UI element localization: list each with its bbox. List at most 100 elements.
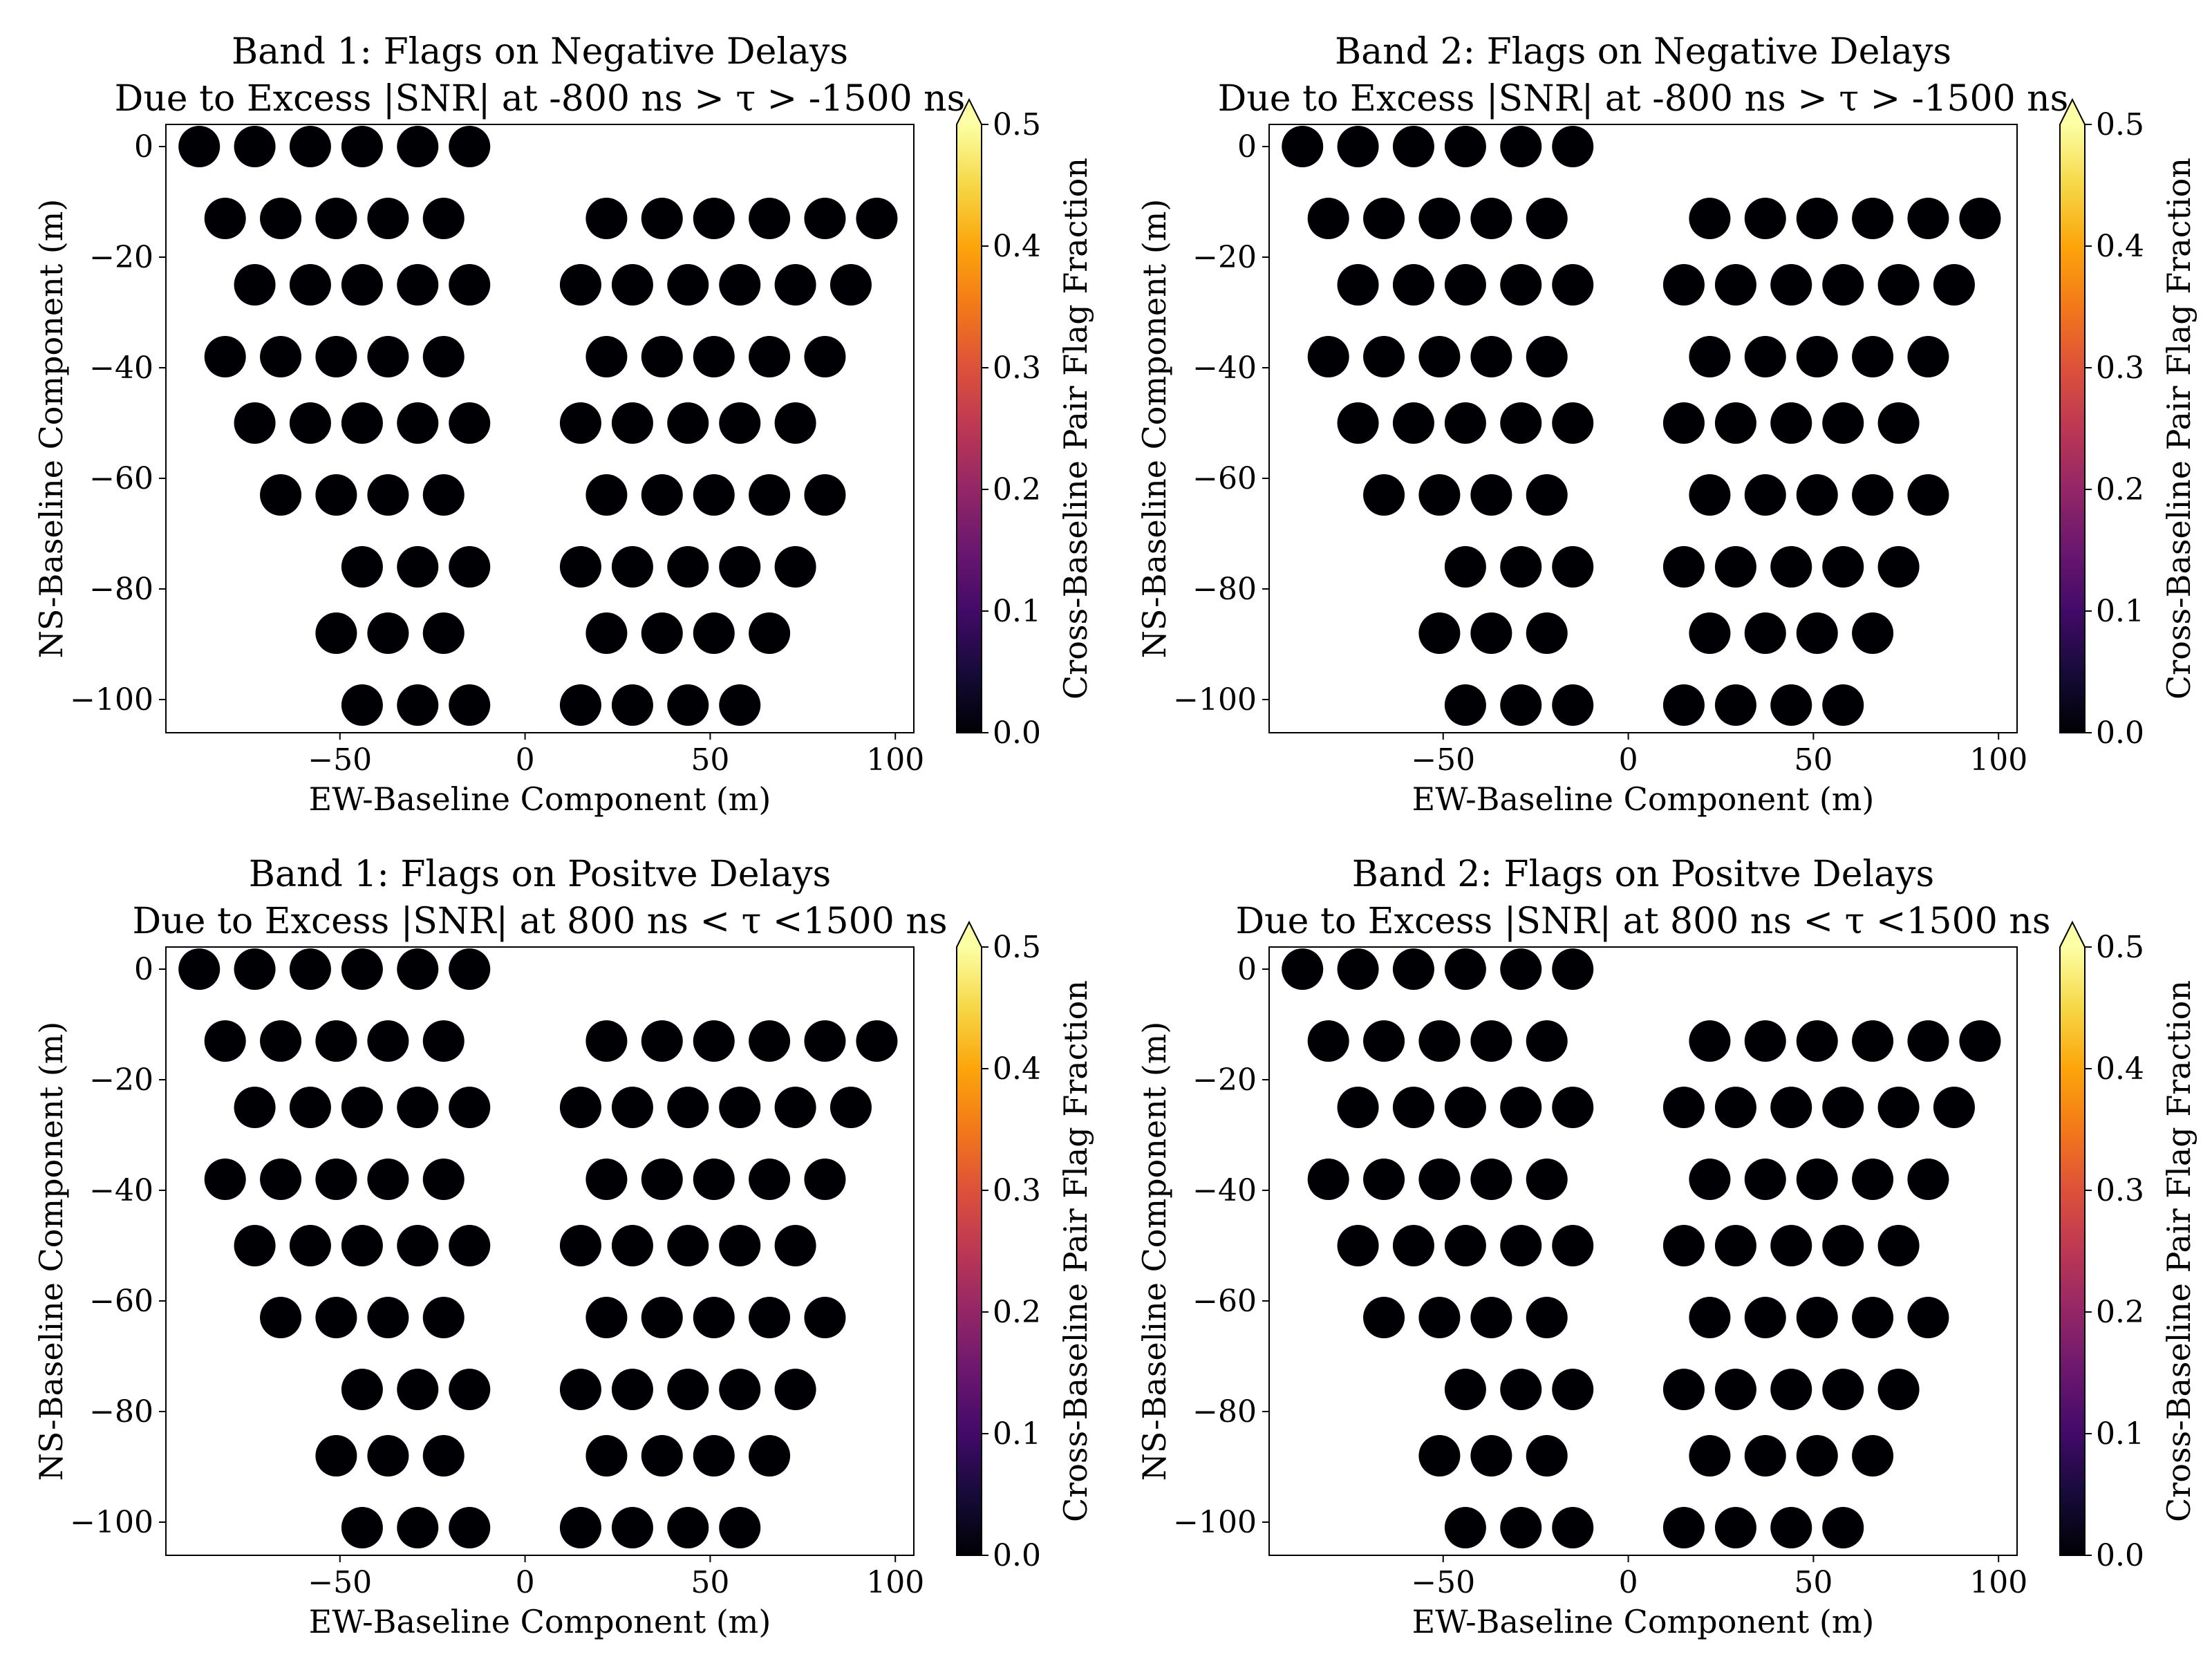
data-point: [397, 684, 439, 726]
data-point: [1444, 546, 1486, 588]
data-point: [1392, 126, 1434, 167]
colorbar-tick-label: 0.1: [993, 594, 1041, 629]
data-point: [1470, 1159, 1512, 1200]
y-axis-label: NS-Baseline Component (m): [32, 199, 70, 659]
colorbar-tick-label: 0.5: [2096, 107, 2144, 142]
data-point: [260, 1020, 302, 1062]
data-point: [1852, 198, 1894, 239]
data-point: [693, 1297, 735, 1338]
y-tick-label: −40: [1192, 350, 1257, 386]
y-tick-label: 0: [134, 952, 153, 987]
x-tick-label: −50: [308, 1565, 372, 1600]
data-point: [1500, 684, 1542, 726]
data-points: [1282, 126, 2001, 726]
y-tick-label: −80: [89, 572, 153, 607]
data-point: [774, 402, 816, 444]
data-point: [1796, 1435, 1838, 1477]
data-point: [315, 1159, 357, 1200]
y-tick-label: −40: [89, 1173, 153, 1208]
data-point: [1363, 198, 1405, 239]
data-point: [719, 402, 761, 444]
colorbar-tick-label: 0.5: [993, 107, 1041, 142]
data-point: [234, 1087, 276, 1128]
data-point: [1552, 546, 1594, 588]
x-tick-label: −50: [308, 742, 372, 778]
data-point: [397, 402, 439, 444]
data-point: [1307, 1159, 1349, 1200]
colorbar-tick-label: 0.3: [2096, 1173, 2144, 1208]
data-point: [1392, 948, 1434, 990]
data-point: [1526, 1159, 1568, 1200]
data-point: [1470, 198, 1512, 239]
y-axis-label: NS-Baseline Component (m): [32, 1022, 70, 1481]
data-point: [1770, 684, 1812, 726]
data-point: [856, 1020, 898, 1062]
x-tick-label: 50: [1794, 742, 1833, 778]
data-point: [1689, 1297, 1731, 1338]
colorbar-tick-label: 0.0: [993, 1538, 1041, 1573]
data-point: [1662, 1087, 1705, 1128]
data-point: [830, 1087, 872, 1128]
colorbar-tick-label: 0.3: [993, 350, 1041, 386]
data-point: [1662, 264, 1705, 306]
y-tick-label: 0: [1237, 129, 1257, 165]
data-point: [1552, 264, 1594, 306]
data-point: [449, 402, 491, 444]
y-tick-label: −100: [70, 682, 153, 718]
data-point: [774, 546, 816, 588]
data-point: [1307, 336, 1349, 377]
data-point: [367, 1297, 409, 1338]
data-point: [341, 402, 383, 444]
data-point: [1392, 264, 1434, 306]
data-point: [774, 264, 816, 306]
data-point: [1500, 1225, 1542, 1266]
colorbar-label: Cross-Baseline Pair Flag Fraction: [1057, 980, 1094, 1522]
y-tick-label: −60: [89, 1284, 153, 1319]
data-point: [1282, 126, 1324, 167]
data-point: [1526, 612, 1568, 654]
data-point: [397, 126, 439, 167]
data-point: [1822, 546, 1864, 588]
data-point: [422, 1020, 465, 1062]
data-point: [1852, 612, 1894, 654]
data-point: [830, 264, 872, 306]
y-tick-label: −80: [1192, 572, 1257, 607]
data-point: [1444, 1225, 1486, 1266]
y-tick-label: −60: [1192, 1284, 1257, 1319]
data-point: [449, 546, 491, 588]
colorbar-label: Cross-Baseline Pair Flag Fraction: [1057, 158, 1094, 700]
chart-subtitle: Due to Excess |SNR| at -800 ns > τ > -15…: [115, 78, 966, 120]
data-point: [422, 612, 465, 654]
data-point: [289, 126, 331, 167]
data-point: [667, 1225, 709, 1266]
data-point: [289, 1087, 331, 1128]
data-point: [1552, 1225, 1594, 1266]
data-point: [804, 1159, 846, 1200]
data-point: [1337, 1087, 1379, 1128]
data-point: [749, 1435, 791, 1477]
data-point: [585, 1435, 628, 1477]
data-point: [1770, 1507, 1812, 1548]
data-point: [1689, 198, 1731, 239]
data-point: [397, 1507, 439, 1548]
data-point: [367, 336, 409, 377]
data-point: [397, 546, 439, 588]
data-point: [611, 402, 653, 444]
data-point: [1714, 1369, 1756, 1410]
data-point: [1796, 336, 1838, 377]
data-point: [1822, 1369, 1864, 1410]
data-point: [667, 264, 709, 306]
data-point: [367, 1159, 409, 1200]
data-point: [559, 1225, 601, 1266]
data-point: [1444, 264, 1486, 306]
data-point: [1282, 948, 1324, 990]
y-tick-label: −100: [1173, 1505, 1257, 1540]
data-point: [749, 336, 791, 377]
data-point: [667, 546, 709, 588]
data-point: [397, 1369, 439, 1410]
colorbar-tick-label: 0.5: [2096, 930, 2144, 965]
data-point: [641, 612, 683, 654]
data-point: [1822, 1087, 1864, 1128]
data-point: [1363, 1020, 1405, 1062]
